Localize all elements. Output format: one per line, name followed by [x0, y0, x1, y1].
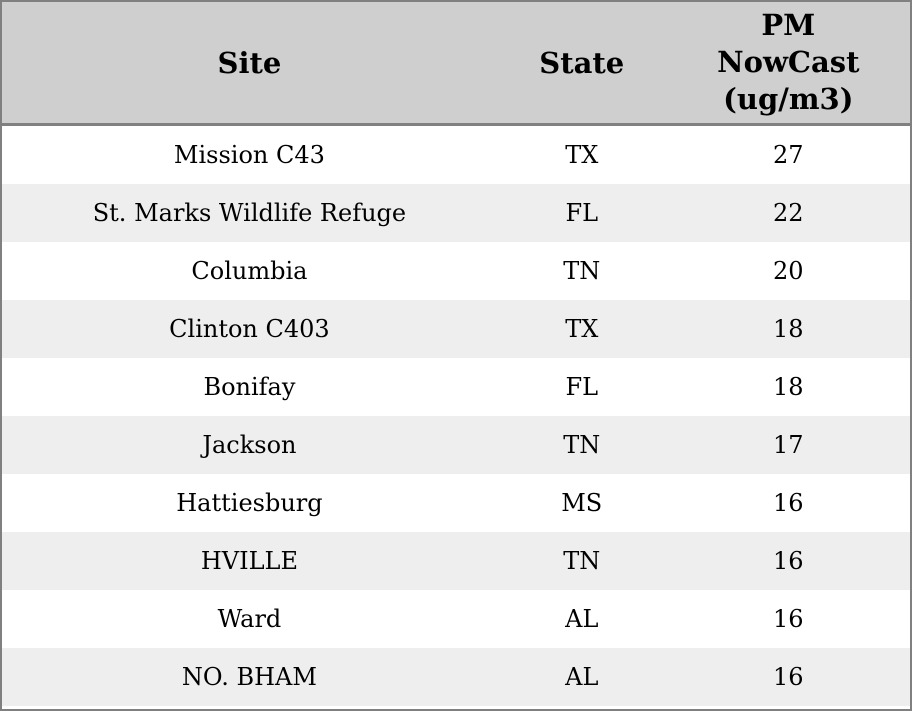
table-row: HVILLE TN 16: [2, 532, 910, 590]
cell-pm-nowcast: 18: [773, 314, 804, 343]
cell-site: HVILLE: [200, 547, 298, 575]
table-row: Ward AL 16: [2, 590, 910, 648]
cell-pm-nowcast: 16: [773, 488, 804, 517]
cell-state: AL: [565, 605, 599, 633]
cell-pm-nowcast: 20: [773, 256, 804, 285]
cell-pm-nowcast: 22: [773, 198, 804, 227]
cell-state: TN: [563, 431, 601, 459]
cell-state: FL: [565, 373, 599, 401]
table-body: Mission C43 TX 27 St. Marks Wildlife Ref…: [2, 126, 910, 706]
cell-pm-nowcast: 18: [773, 372, 804, 401]
cell-pm-nowcast: 16: [773, 662, 804, 691]
table-row: Clinton C403 TX 18: [2, 300, 910, 358]
cell-site: NO. BHAM: [181, 663, 317, 691]
cell-site: Bonifay: [203, 373, 296, 401]
cell-state: TN: [563, 257, 601, 285]
cell-pm-nowcast: 16: [773, 546, 804, 575]
cell-state: TX: [565, 141, 599, 169]
cell-site: Columbia: [191, 257, 308, 285]
cell-state: MS: [561, 489, 603, 517]
column-header-state: State: [539, 45, 625, 80]
cell-site: Clinton C403: [169, 315, 330, 343]
table-header-row: Site State PM NowCast (ug/m3): [2, 2, 910, 126]
column-header-site: Site: [217, 45, 282, 80]
cell-state: FL: [565, 199, 599, 227]
cell-pm-nowcast: 27: [773, 140, 804, 169]
cell-site: Ward: [217, 605, 282, 633]
cell-state: TN: [563, 547, 601, 575]
cell-site: St. Marks Wildlife Refuge: [92, 199, 407, 227]
column-header-pm-nowcast: PM NowCast (ug/m3): [717, 7, 860, 117]
table-row: Hattiesburg MS 16: [2, 474, 910, 532]
cell-site: Mission C43: [173, 141, 325, 169]
table-row: Bonifay FL 18: [2, 358, 910, 416]
cell-site: Jackson: [202, 431, 297, 459]
cell-pm-nowcast: 17: [773, 430, 804, 459]
cell-state: TX: [565, 315, 599, 343]
table-row: NO. BHAM AL 16: [2, 648, 910, 706]
table-row: St. Marks Wildlife Refuge FL 22: [2, 184, 910, 242]
cell-state: AL: [565, 663, 599, 691]
table-row: Mission C43 TX 27: [2, 126, 910, 184]
cell-site: Hattiesburg: [176, 489, 323, 517]
table-row: Jackson TN 17: [2, 416, 910, 474]
cell-pm-nowcast: 16: [773, 604, 804, 633]
table-row: Columbia TN 20: [2, 242, 910, 300]
